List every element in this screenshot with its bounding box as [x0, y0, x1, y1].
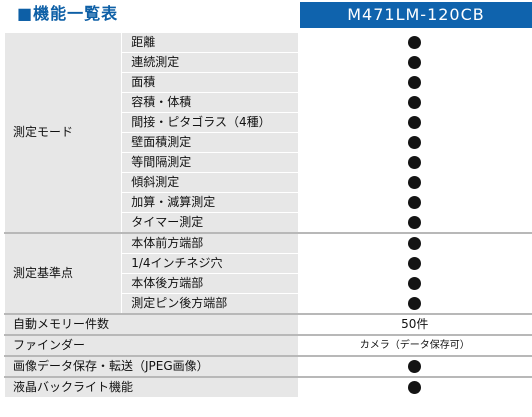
filled-circle-icon — [408, 297, 422, 310]
value-cell — [297, 192, 532, 213]
feature-label: 1/4インチネジ穴 — [121, 253, 299, 274]
value-cell — [297, 376, 532, 398]
filled-circle-icon — [408, 216, 422, 229]
feature-label: 加算・減算測定 — [121, 192, 299, 213]
memory-count-label: 自動メモリー件数 — [4, 313, 299, 336]
value-cell — [297, 273, 532, 294]
table-title-area: ■機能一覧表 — [0, 0, 300, 28]
finder-label: ファインダー — [4, 334, 299, 357]
value-cell — [297, 32, 532, 53]
finder-value: カメラ（データ保存可） — [297, 334, 532, 357]
table-row: 壁面積測定 — [5, 132, 532, 153]
feature-label: 本体後方端部 — [121, 273, 299, 294]
model-header: M471LM-120CB — [300, 2, 532, 28]
table-row: 液晶バックライト機能 — [4, 376, 532, 398]
filled-circle-icon — [408, 196, 422, 209]
value-cell — [297, 355, 532, 378]
filled-circle-icon — [408, 156, 422, 169]
table-row: 等間隔測定 — [5, 152, 532, 173]
filled-circle-icon — [408, 96, 422, 109]
feature-table: 測定モード 距離 連続測定 面積 容積・体積 間接・ピタゴラス（4種） 壁面積測… — [3, 32, 532, 398]
feature-label: 本体前方端部 — [121, 232, 299, 254]
value-cell — [297, 212, 532, 234]
filled-circle-icon — [408, 116, 422, 129]
table-title: ■機能一覧表 — [17, 4, 119, 23]
feature-label: 連続測定 — [121, 52, 299, 73]
feature-label: 距離 — [121, 32, 299, 53]
table-row: 測定モード 距離 — [3, 32, 532, 234]
table-row: 連続測定 — [5, 52, 532, 73]
value-cell — [297, 152, 532, 173]
filled-circle-icon — [408, 360, 422, 373]
feature-label: 等間隔測定 — [121, 152, 299, 173]
feature-label: 面積 — [121, 72, 299, 93]
table-row: 画像データ保存・転送（JPEG画像） — [4, 355, 532, 378]
value-cell — [297, 293, 532, 315]
table-row: 測定基準点 本体前方端部 — [3, 232, 532, 315]
table-row: 測定ピン後方端部 — [5, 293, 532, 315]
filled-circle-icon — [408, 56, 422, 69]
feature-label: 測定ピン後方端部 — [121, 293, 299, 315]
table-row: 加算・減算測定 — [5, 192, 532, 213]
feature-label: 間接・ピタゴラス（4種） — [121, 112, 299, 133]
feature-label: 傾斜測定 — [121, 172, 299, 193]
filled-circle-icon — [408, 381, 422, 394]
feature-label: タイマー測定 — [121, 212, 299, 234]
feature-label: 容積・体積 — [121, 92, 299, 113]
table-row: 本体後方端部 — [5, 273, 532, 294]
value-cell — [297, 232, 532, 254]
table-row: 傾斜測定 — [5, 172, 532, 193]
table-row: 容積・体積 — [5, 92, 532, 113]
filled-circle-icon — [408, 136, 422, 149]
value-cell — [297, 132, 532, 153]
image-save-label: 画像データ保存・転送（JPEG画像） — [4, 355, 299, 378]
feature-label: 壁面積測定 — [121, 132, 299, 153]
table-row: 1/4インチネジ穴 — [5, 253, 532, 274]
value-cell — [297, 72, 532, 93]
filled-circle-icon — [408, 176, 422, 189]
table-row: ファインダー カメラ（データ保存可） — [4, 334, 532, 357]
value-cell — [297, 172, 532, 193]
backlight-label: 液晶バックライト機能 — [4, 376, 299, 398]
value-cell — [297, 52, 532, 73]
value-cell — [297, 112, 532, 133]
table-row: 自動メモリー件数 50件 — [4, 313, 532, 336]
category-measure-base: 測定基準点 — [3, 232, 123, 315]
value-cell — [297, 253, 532, 274]
filled-circle-icon — [408, 277, 422, 290]
filled-circle-icon — [408, 257, 422, 270]
filled-circle-icon — [408, 36, 422, 49]
category-measure-mode: 測定モード — [3, 32, 123, 234]
filled-circle-icon — [408, 76, 422, 89]
table-row: 面積 — [5, 72, 532, 93]
table-row: タイマー測定 — [5, 212, 532, 234]
value-cell — [297, 92, 532, 113]
filled-circle-icon — [408, 237, 422, 250]
memory-count-value: 50件 — [297, 313, 532, 336]
